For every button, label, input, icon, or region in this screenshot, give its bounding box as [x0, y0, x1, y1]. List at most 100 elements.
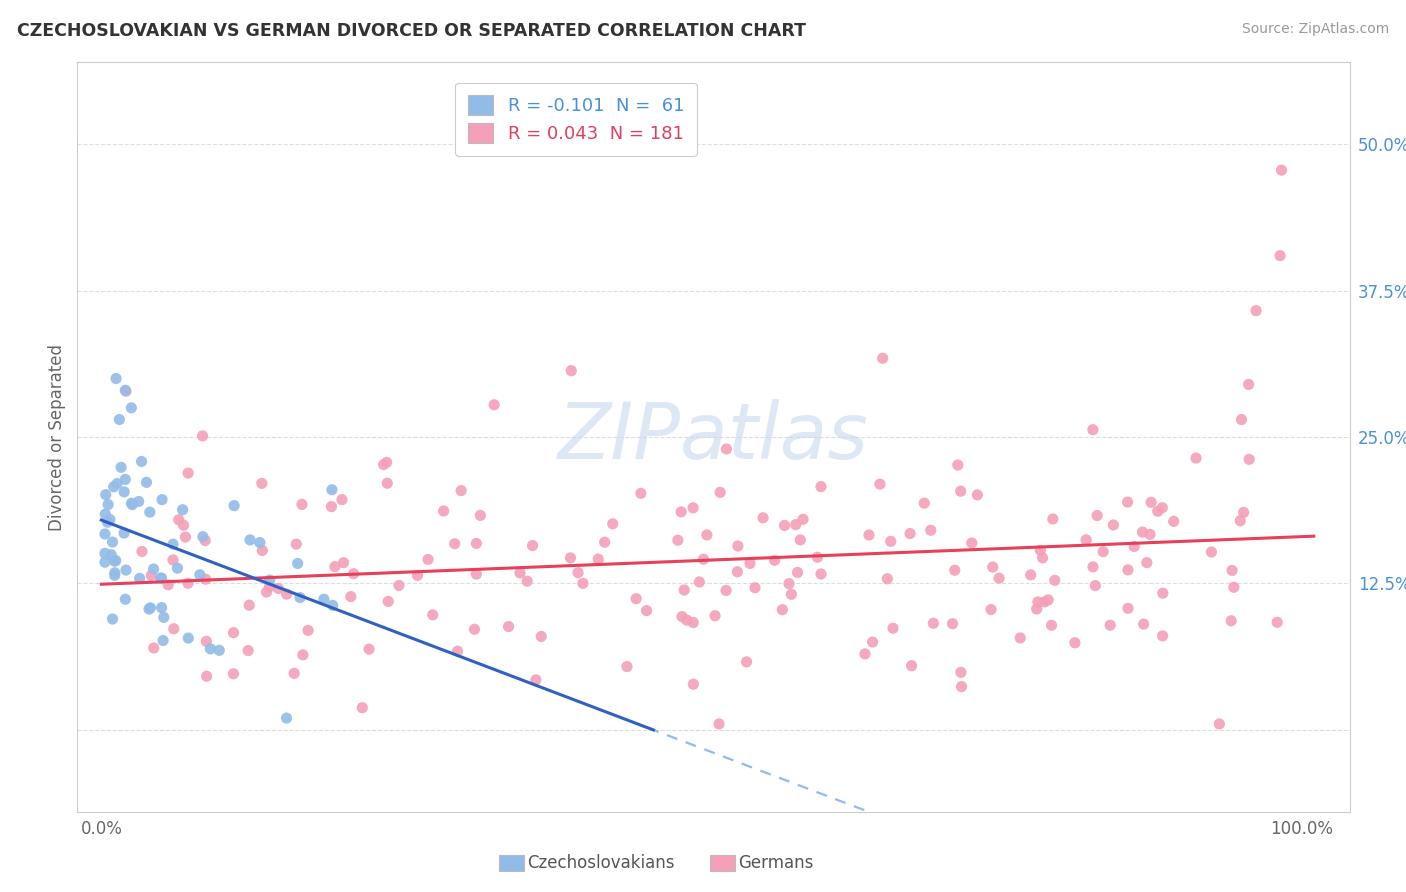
- Point: [470, 508, 492, 523]
- Point: [789, 533, 811, 547]
- Point: [966, 488, 988, 502]
- Point: [716, 442, 738, 456]
- Point: [704, 608, 727, 623]
- Point: [157, 578, 180, 592]
- Point: [1132, 525, 1154, 540]
- Point: [960, 536, 983, 550]
- Point: [120, 401, 142, 415]
- Point: [443, 537, 465, 551]
- Point: [139, 505, 162, 519]
- Point: [150, 600, 173, 615]
- Point: [416, 552, 439, 566]
- Point: [1208, 717, 1230, 731]
- Point: [806, 550, 828, 565]
- Point: [482, 398, 505, 412]
- Point: [778, 576, 800, 591]
- Point: [1220, 614, 1243, 628]
- Point: [593, 535, 616, 549]
- Point: [682, 500, 704, 515]
- Point: [949, 665, 972, 680]
- Point: [177, 576, 200, 591]
- Point: [108, 412, 131, 426]
- Point: [669, 505, 692, 519]
- Point: [250, 476, 273, 491]
- Point: [373, 458, 395, 472]
- Point: [323, 559, 346, 574]
- Point: [763, 553, 786, 567]
- Point: [322, 599, 344, 613]
- Point: [352, 700, 374, 714]
- Point: [1265, 615, 1288, 630]
- Point: [141, 568, 163, 582]
- Point: [988, 571, 1011, 585]
- Point: [97, 498, 120, 512]
- Point: [1019, 567, 1042, 582]
- Text: Czechoslovakians: Czechoslovakians: [527, 855, 675, 872]
- Point: [1223, 580, 1246, 594]
- Point: [1043, 574, 1066, 588]
- Point: [167, 513, 190, 527]
- Point: [153, 610, 176, 624]
- Point: [898, 526, 921, 541]
- Point: [121, 498, 143, 512]
- Point: [149, 571, 172, 585]
- Point: [630, 486, 652, 500]
- Point: [1268, 249, 1291, 263]
- Point: [770, 603, 793, 617]
- Point: [509, 566, 531, 580]
- Point: [1038, 593, 1060, 607]
- Point: [810, 480, 832, 494]
- Point: [173, 518, 195, 533]
- Point: [676, 613, 699, 627]
- Point: [1230, 412, 1253, 426]
- Point: [1085, 508, 1108, 523]
- Point: [673, 582, 696, 597]
- Point: [572, 576, 595, 591]
- Point: [114, 472, 136, 486]
- Point: [1032, 550, 1054, 565]
- Text: Germans: Germans: [738, 855, 814, 872]
- Point: [150, 492, 173, 507]
- Point: [1116, 563, 1139, 577]
- Point: [696, 528, 718, 542]
- Point: [139, 600, 162, 615]
- FancyBboxPatch shape: [499, 855, 524, 871]
- Point: [135, 475, 157, 490]
- Point: [162, 537, 184, 551]
- Point: [786, 566, 808, 580]
- Point: [949, 484, 972, 499]
- Point: [465, 536, 488, 550]
- Point: [463, 622, 485, 636]
- Point: [332, 556, 354, 570]
- Point: [98, 512, 121, 526]
- Point: [738, 557, 761, 571]
- Point: [112, 526, 135, 541]
- Point: [636, 604, 658, 618]
- Point: [1270, 163, 1292, 178]
- Point: [100, 548, 122, 562]
- Point: [1042, 512, 1064, 526]
- Point: [498, 619, 520, 633]
- Point: [1237, 377, 1260, 392]
- Text: ZIPatlas: ZIPatlas: [558, 399, 869, 475]
- Y-axis label: Divorced or Separated: Divorced or Separated: [48, 343, 66, 531]
- Point: [128, 571, 150, 585]
- Point: [682, 615, 704, 630]
- FancyBboxPatch shape: [710, 855, 735, 871]
- Point: [94, 527, 117, 541]
- Point: [321, 500, 343, 514]
- Point: [96, 515, 118, 529]
- Point: [312, 592, 335, 607]
- Point: [560, 550, 582, 565]
- Point: [1099, 618, 1122, 632]
- Point: [602, 516, 624, 531]
- Point: [688, 574, 710, 589]
- Point: [195, 669, 218, 683]
- Point: [249, 535, 271, 549]
- Point: [727, 539, 749, 553]
- Point: [707, 717, 730, 731]
- Point: [692, 552, 714, 566]
- Point: [752, 511, 775, 525]
- Point: [128, 494, 150, 508]
- Point: [862, 635, 884, 649]
